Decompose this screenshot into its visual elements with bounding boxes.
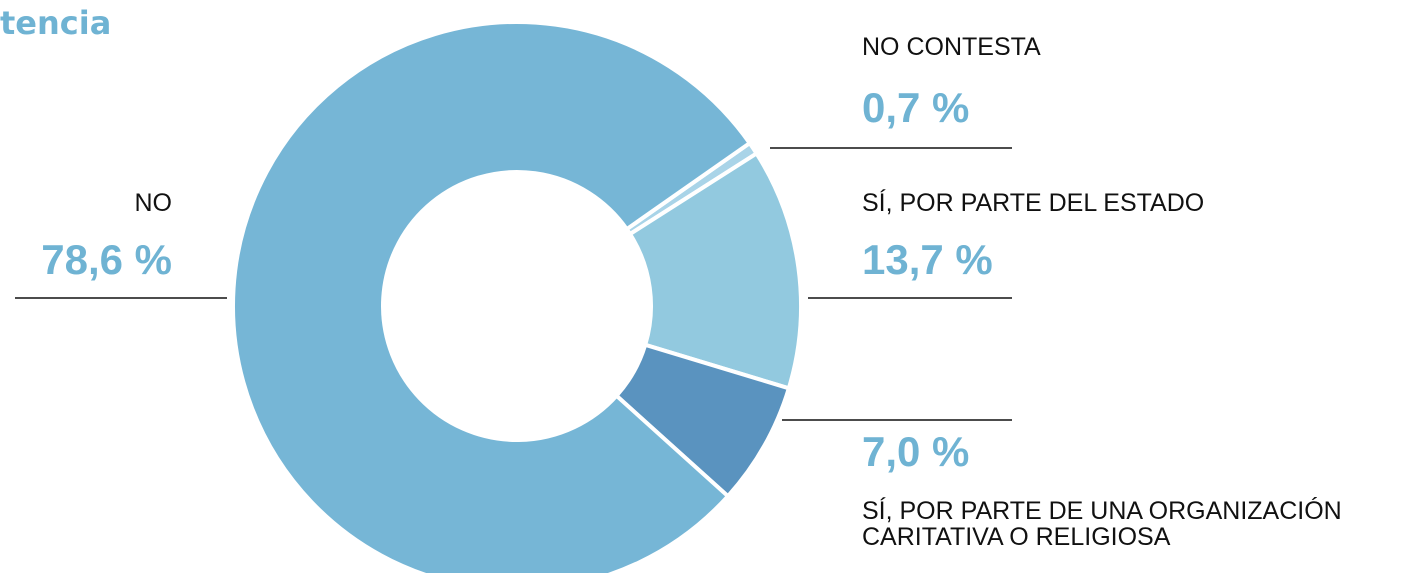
category-label: NO xyxy=(134,189,173,217)
donut-slice xyxy=(231,20,753,573)
value-label: 78,6 % xyxy=(41,236,172,283)
chart-title: tencia xyxy=(0,4,112,42)
category-label: SÍ, POR PARTE DE UNA ORGANIZACIÓN CARITA… xyxy=(862,497,1342,552)
value-label: 7,0 % xyxy=(862,428,970,475)
category-label: NO CONTESTA xyxy=(862,33,1041,61)
value-label: 13,7 % xyxy=(862,236,993,283)
donut-slice xyxy=(627,150,803,391)
value-label: 0,7 % xyxy=(862,84,970,131)
category-label: SÍ, POR PARTE DEL ESTADO xyxy=(862,189,1205,217)
